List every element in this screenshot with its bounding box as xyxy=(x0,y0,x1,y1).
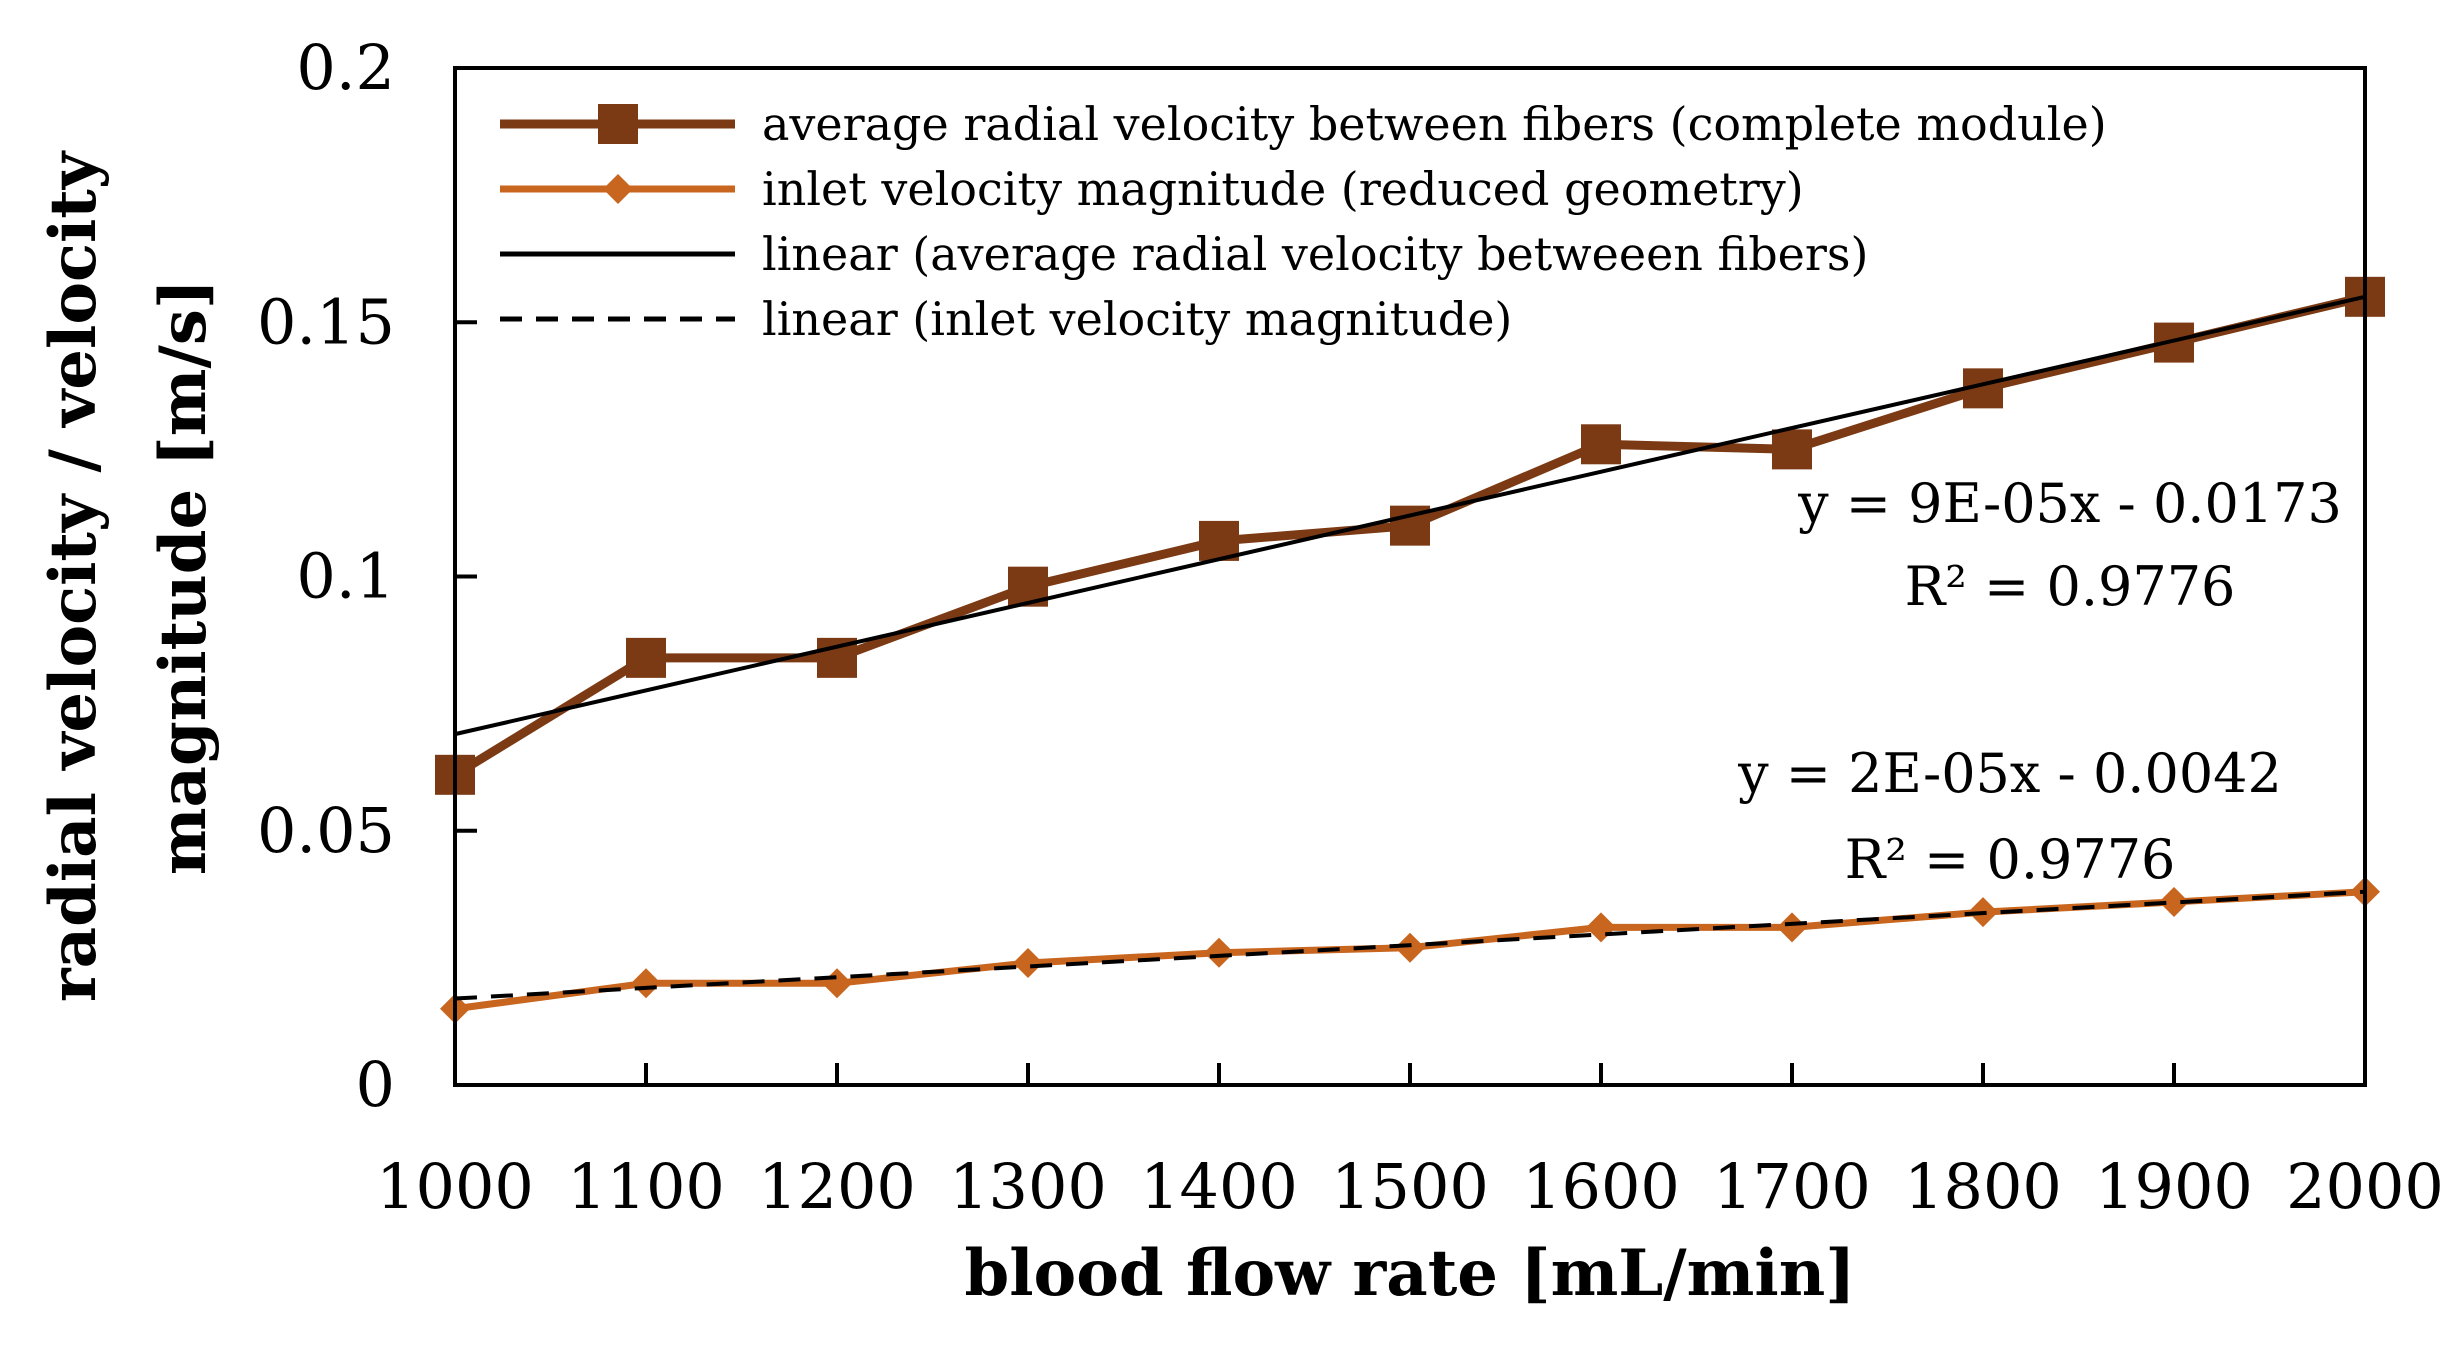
legend-label-linear-inlet: linear (inlet velocity magnitude) xyxy=(762,292,1512,346)
x-tick-label: 1600 xyxy=(1522,1150,1680,1223)
annotation-r2-average: R² = 0.9776 xyxy=(1905,555,2236,618)
legend: average radial velocity between fibers (… xyxy=(500,97,2107,346)
trendline-annotation-inlet: y = 2E-05x - 0.0042 R² = 0.9776 xyxy=(1737,742,2282,891)
data-point-square xyxy=(1581,424,1621,465)
data-point-diamond xyxy=(1777,912,1807,943)
x-tick-label: 1800 xyxy=(1904,1150,2062,1223)
data-point-square xyxy=(1772,429,1812,470)
y-axis-title-line-2: magnitude [m/s] xyxy=(146,279,221,875)
y-axis-title: radial velocity / velocity magnitude [m/… xyxy=(36,150,221,1002)
y-tick-label: 0.05 xyxy=(257,794,395,867)
y-tick-label: 0.15 xyxy=(257,285,395,358)
data-point-diamond xyxy=(1586,912,1616,943)
x-tick-label: 2000 xyxy=(2286,1150,2444,1223)
data-point-square xyxy=(626,637,666,678)
data-point-diamond xyxy=(822,968,852,999)
annotation-r2-inlet: R² = 0.9776 xyxy=(1845,828,2176,891)
x-tick-label: 1000 xyxy=(376,1150,534,1223)
x-tick-label: 1900 xyxy=(2095,1150,2253,1223)
legend-label-average-radial: average radial velocity between fibers (… xyxy=(762,97,2107,151)
legend-label-linear-average: linear (average radial velocity betweeen… xyxy=(762,227,1868,281)
legend-label-inlet-velocity: inlet velocity magnitude (reduced geomet… xyxy=(762,162,1804,216)
data-point-diamond xyxy=(631,968,661,999)
data-point-diamond xyxy=(1013,947,1043,978)
legend-marker-square xyxy=(598,104,638,144)
x-axis-title: blood flow rate [mL/min] xyxy=(964,1236,1855,1311)
annotation-equation-average: y = 9E-05x - 0.0173 xyxy=(1797,472,2342,535)
y-axis-title-line-1: radial velocity / velocity xyxy=(36,150,111,1002)
x-tick-label: 1500 xyxy=(1331,1150,1489,1223)
x-tick-label: 1300 xyxy=(949,1150,1107,1223)
x-tick-label: 1700 xyxy=(1713,1150,1871,1223)
trendline-inlet-velocity xyxy=(454,889,2366,1001)
x-tick-label: 1400 xyxy=(1140,1150,1298,1223)
trendline-annotation-average: y = 9E-05x - 0.0173 R² = 0.9776 xyxy=(1797,472,2342,618)
trendline-average-radial xyxy=(454,294,2366,737)
data-point-diamond xyxy=(1395,932,1425,963)
legend-marker-diamond xyxy=(603,174,633,204)
y-tick-label: 0.1 xyxy=(296,540,395,613)
y-tick-label: 0.2 xyxy=(296,31,395,104)
data-point-diamond xyxy=(2159,886,2189,917)
annotation-equation-inlet: y = 2E-05x - 0.0042 xyxy=(1737,742,2282,805)
x-tick-label: 1200 xyxy=(758,1150,916,1223)
y-tick-label: 0 xyxy=(356,1048,395,1121)
data-point-diamond xyxy=(1204,937,1234,968)
x-tick-label: 1100 xyxy=(567,1150,725,1223)
plot-area-frame xyxy=(453,66,2367,1087)
